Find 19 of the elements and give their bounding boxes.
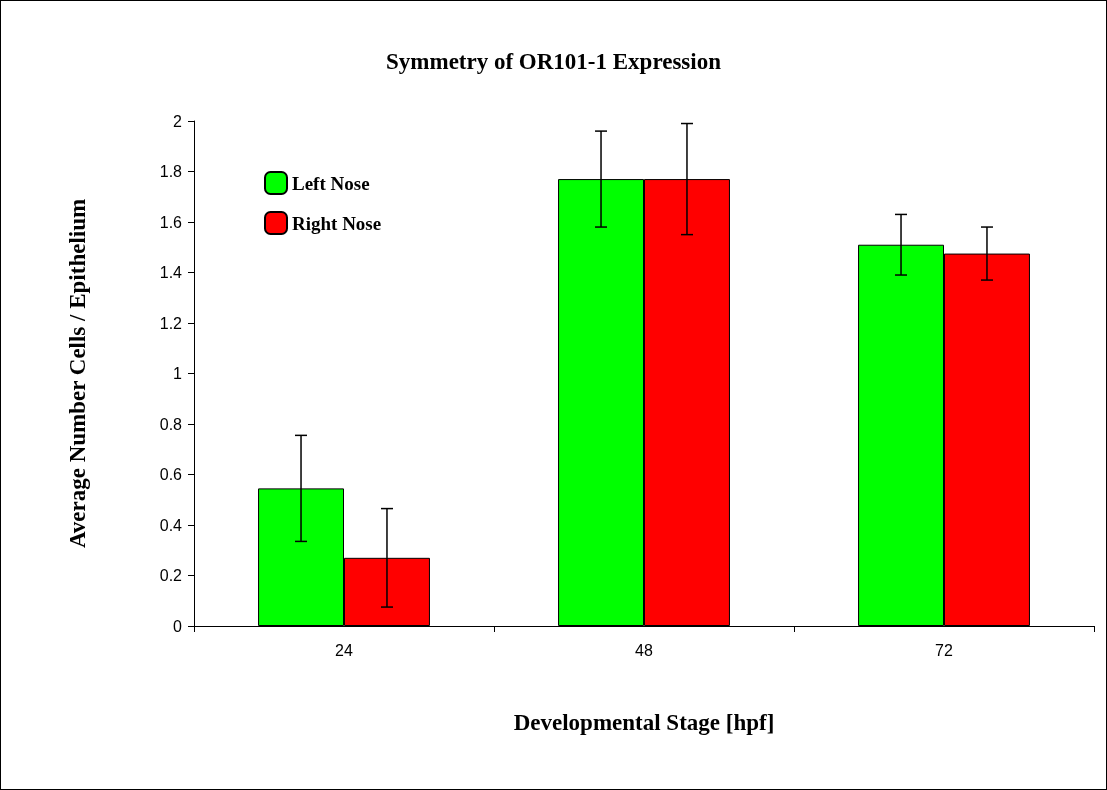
x-axis-title: Developmental Stage [hpf] <box>513 710 775 735</box>
y-tick-label: 1.4 <box>159 264 183 281</box>
legend-label: Left Nose <box>292 172 370 194</box>
y-tick-label: 1.2 <box>159 314 183 332</box>
y-tick-label: 0.8 <box>159 415 183 433</box>
y-tick-label: 1.8 <box>159 163 183 180</box>
x-tick-label: 48 <box>635 641 653 659</box>
chart-title: Symmetry of OR101-1 Expression <box>386 49 722 74</box>
y-tick-label: 1.6 <box>159 213 183 231</box>
y-tick-label: 2 <box>173 112 183 130</box>
x-tick-label: 72 <box>935 641 953 659</box>
y-tick-label: 0.6 <box>159 466 183 483</box>
legend-label: Right Nose <box>292 212 382 234</box>
y-tick-label: 0.2 <box>159 567 183 584</box>
y-tick-label: 0.4 <box>159 516 183 534</box>
y-tick-label: 1 <box>173 365 183 382</box>
y-axis-title: Average Number Cells / Epithelium <box>65 198 90 549</box>
y-tick-label: 0 <box>173 617 183 635</box>
x-tick-label: 24 <box>335 641 353 659</box>
